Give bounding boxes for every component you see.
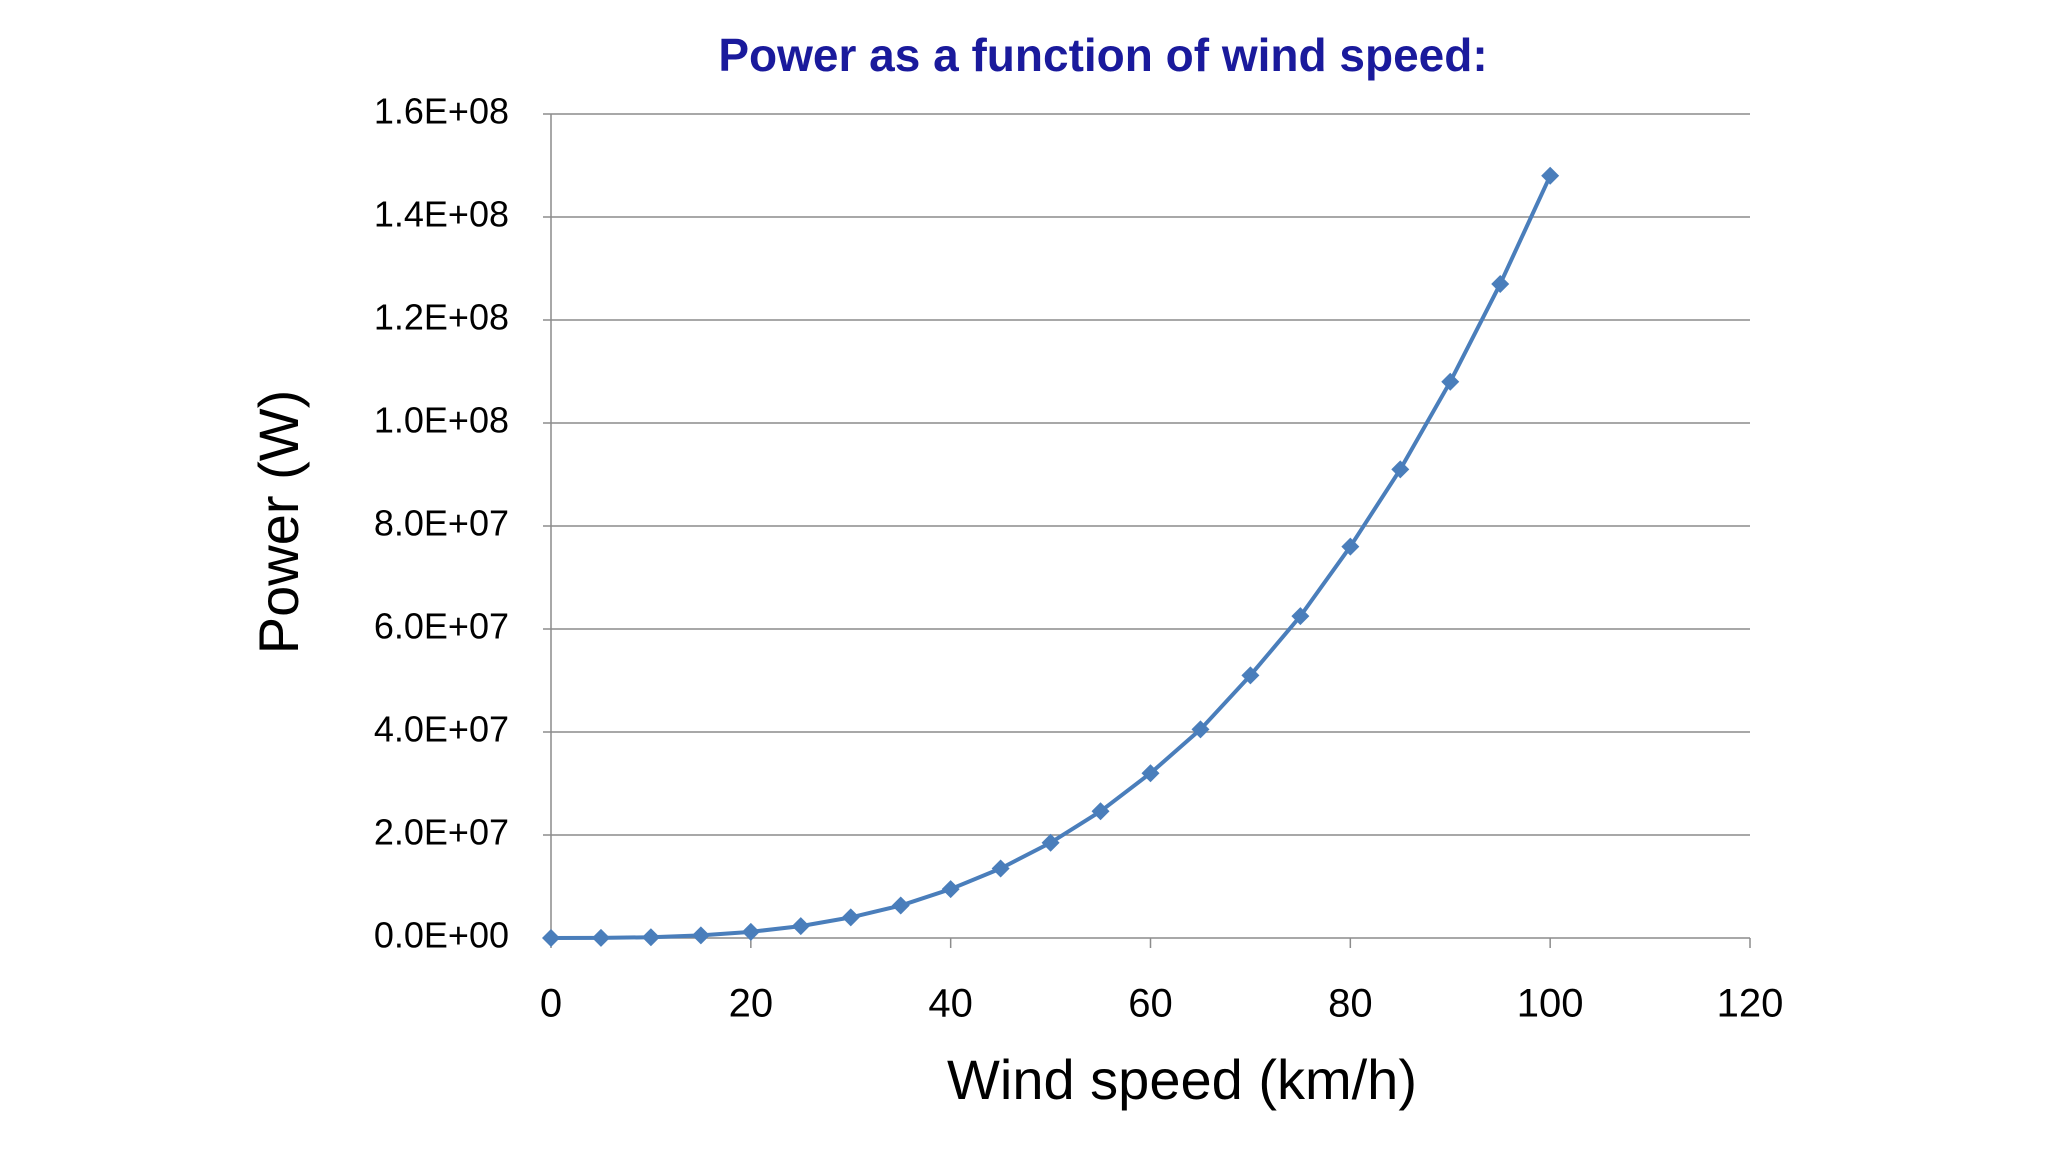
data-point: [1391, 460, 1410, 479]
series-line: [550, 174, 1552, 940]
data-point: [941, 880, 960, 899]
data-point: [1041, 833, 1060, 852]
chart-title: Power as a function of wind speed:: [718, 29, 1487, 81]
y-tick-label: 4.0E+07: [374, 709, 509, 750]
y-tick-label: 8.0E+07: [374, 503, 509, 544]
x-axis-label: Wind speed (km/h): [947, 1048, 1417, 1111]
data-point: [1141, 764, 1160, 783]
x-tick-label: 20: [729, 982, 774, 1026]
data-point: [691, 926, 710, 945]
data-point: [741, 922, 760, 941]
data-point: [1291, 607, 1310, 626]
data-point: [1091, 802, 1110, 821]
y-tick-label: 6.0E+07: [374, 606, 509, 647]
x-tick-label: 120: [1717, 982, 1784, 1026]
data-point: [991, 859, 1010, 878]
data-point: [1541, 166, 1560, 185]
data-point: [1441, 372, 1460, 391]
y-tick-label: 1.4E+08: [374, 194, 509, 235]
data-point: [791, 917, 810, 936]
y-tick-label: 1.6E+08: [374, 91, 509, 132]
data-point: [1491, 274, 1510, 293]
data-point: [1341, 537, 1360, 556]
data-point: [891, 896, 910, 915]
y-axis-label: Power (W): [247, 390, 310, 654]
x-tick-label: 60: [1128, 982, 1173, 1026]
y-tick-label: 1.2E+08: [374, 297, 509, 338]
x-tick-label: 80: [1328, 982, 1373, 1026]
x-tick-label: 100: [1517, 982, 1584, 1026]
data-point: [1191, 720, 1210, 739]
data-point: [591, 928, 610, 947]
data-point: [542, 929, 560, 947]
x-tick-label: 0: [540, 982, 562, 1026]
y-tick-label: 2.0E+07: [374, 812, 509, 853]
data-point: [641, 928, 660, 947]
data-point: [1241, 666, 1260, 685]
y-tick-label: 1.0E+08: [374, 400, 509, 441]
y-tick-label: 0.0E+00: [374, 915, 509, 956]
data-point: [841, 908, 860, 927]
x-tick-label: 40: [928, 982, 973, 1026]
